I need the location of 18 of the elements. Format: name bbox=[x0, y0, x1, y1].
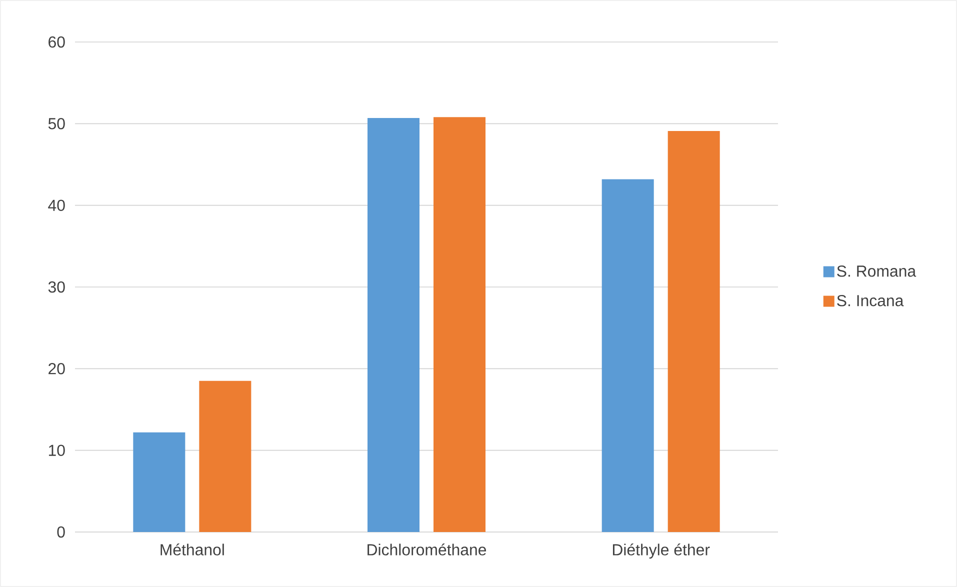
bar bbox=[199, 380, 252, 532]
bar bbox=[368, 118, 420, 532]
legend-label: S. Incana bbox=[837, 295, 904, 306]
y-tick-label: 10 bbox=[48, 444, 65, 456]
y-tick-label: 0 bbox=[57, 526, 65, 538]
x-tick-label: Diéthyle éther bbox=[612, 544, 710, 559]
bar bbox=[668, 131, 720, 532]
y-tick-label: 60 bbox=[48, 36, 65, 48]
legend-label: S. Romana bbox=[837, 265, 916, 277]
x-tick-label: Méthanol bbox=[160, 544, 224, 556]
bar bbox=[602, 179, 654, 532]
y-tick-label: 40 bbox=[48, 200, 65, 211]
y-tick-label: 30 bbox=[48, 281, 65, 293]
y-tick-label: 50 bbox=[48, 118, 65, 130]
bar bbox=[133, 432, 186, 532]
y-tick-label: 20 bbox=[48, 363, 65, 374]
bar bbox=[434, 117, 486, 532]
x-tick-label: Dichlorométhane bbox=[368, 544, 486, 556]
